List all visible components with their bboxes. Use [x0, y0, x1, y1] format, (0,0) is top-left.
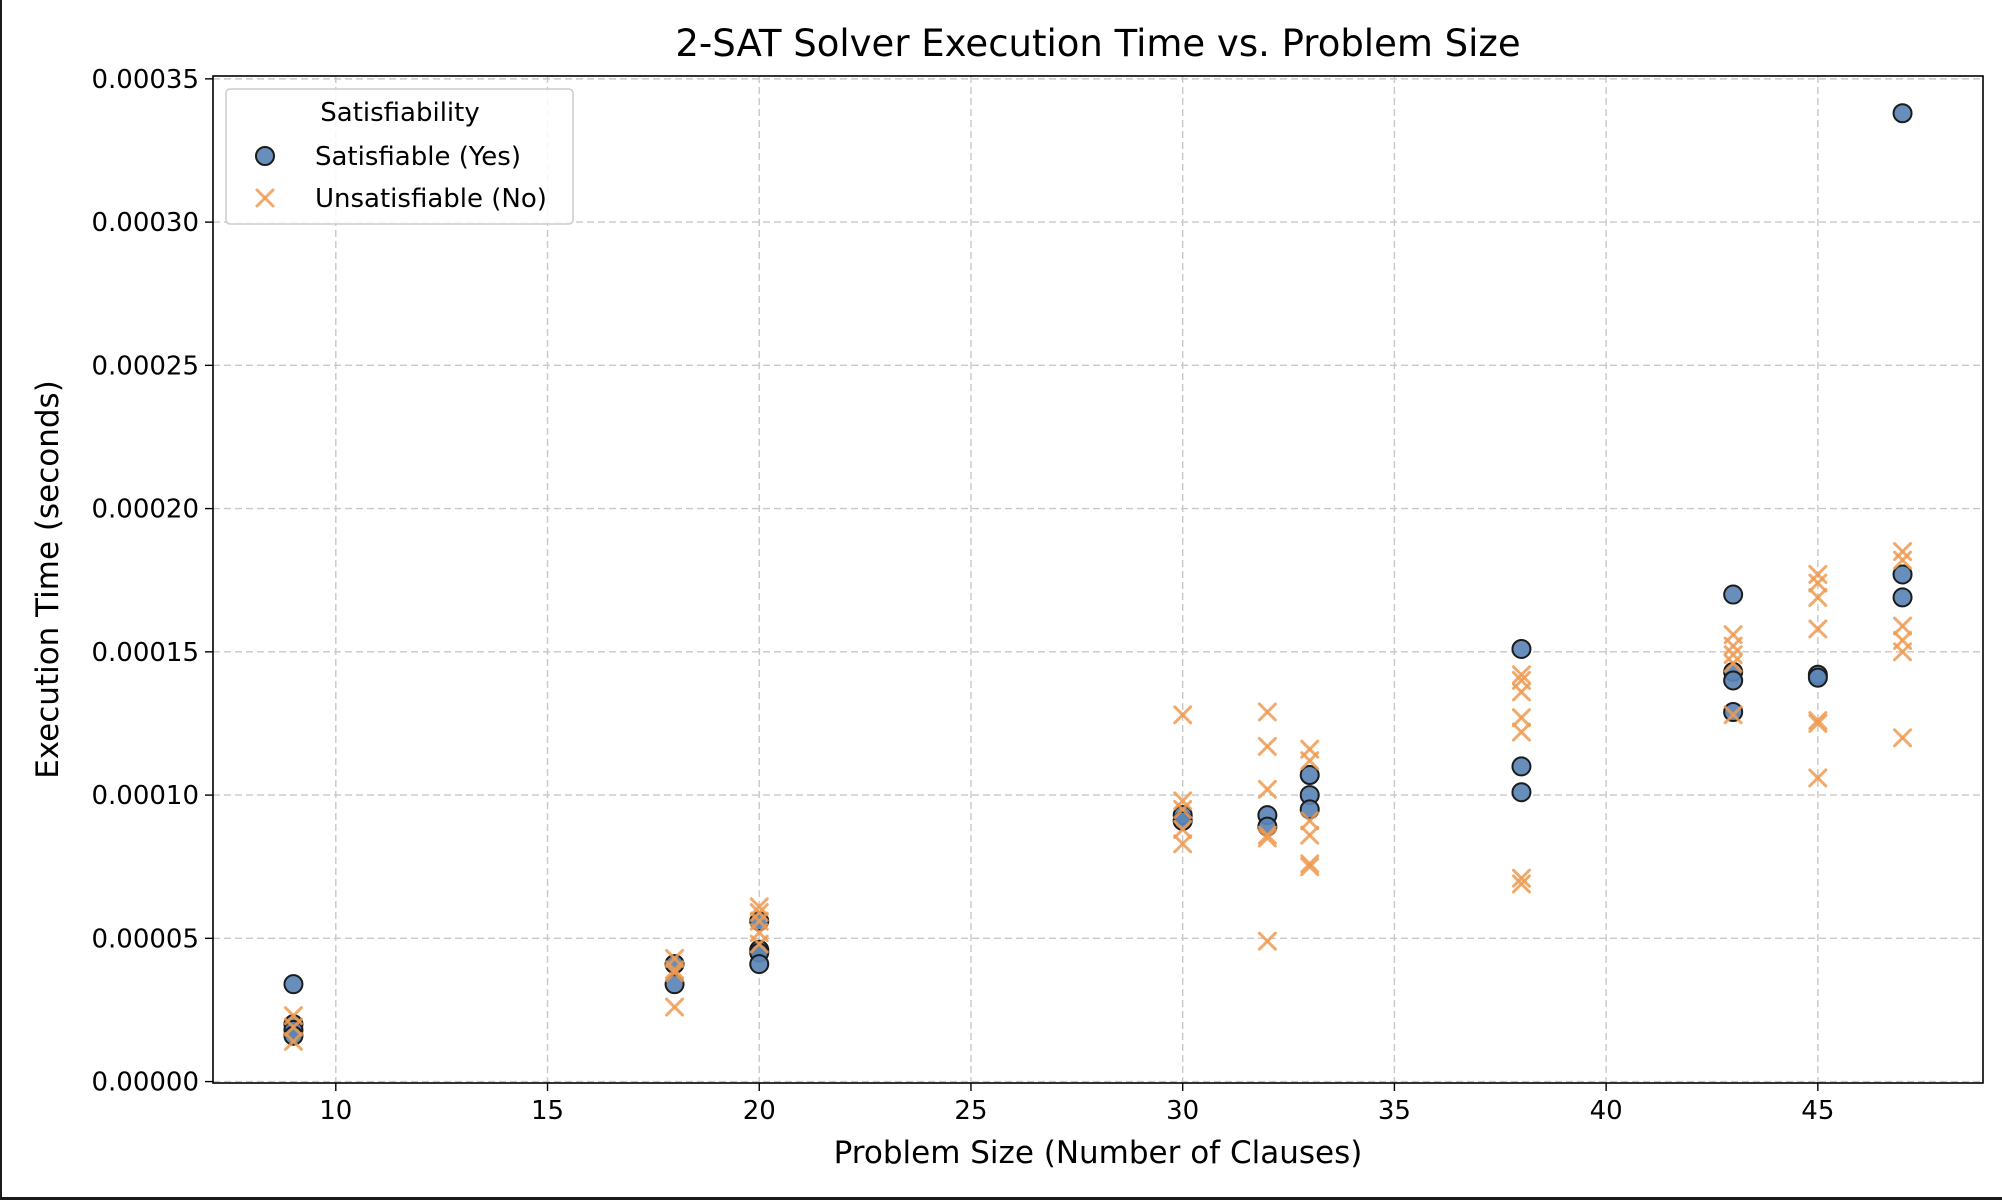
satisfiable-point	[1807, 667, 1828, 688]
unsatisfiable-point	[1173, 799, 1193, 819]
unsatisfiable-point	[1257, 779, 1277, 799]
y-tick-label: 0.00030	[91, 208, 199, 238]
unsatisfiable-point	[1300, 825, 1320, 845]
unsatisfiable-point	[1173, 705, 1193, 725]
satisfiable-point	[1511, 756, 1532, 777]
satisfiable-point	[1892, 587, 1913, 608]
satisfiable-point	[664, 974, 685, 995]
unsatisfiable-point	[1893, 642, 1913, 662]
unsatisfiable-point	[1511, 874, 1531, 894]
unsatisfiable-point	[283, 1031, 303, 1051]
satisfiable-point	[1723, 670, 1744, 691]
unsatisfiable-point	[1723, 653, 1743, 673]
unsatisfiable-point	[1808, 573, 1828, 593]
unsatisfiable-point	[749, 897, 769, 917]
unsatisfiable-point	[1511, 665, 1531, 685]
chart-title: 2-SAT Solver Execution Time vs. Problem …	[675, 22, 1520, 65]
satisfiable-point	[1723, 702, 1744, 722]
unsatisfiable-point	[1808, 768, 1828, 788]
legend-marker-satisfiable	[255, 146, 275, 166]
satisfiable-point	[1892, 103, 1913, 124]
x-tick-label: 40	[1590, 1096, 1623, 1126]
unsatisfiable-point	[1511, 682, 1531, 702]
unsatisfiable-point	[283, 1017, 303, 1037]
unsatisfiable-point	[1893, 550, 1913, 570]
unsatisfiable-point	[1511, 708, 1531, 728]
satisfiable-point	[1511, 638, 1532, 659]
y-tick-label: 0.00025	[91, 351, 199, 381]
x-tick-label: 15	[531, 1096, 564, 1126]
y-tick-label: 0.00010	[91, 781, 199, 811]
unsatisfiable-point	[749, 934, 769, 954]
satisfiable-point	[749, 954, 770, 975]
unsatisfiable-point	[665, 997, 685, 1017]
unsatisfiable-point	[1173, 834, 1193, 854]
y-tick-label: 0.00000	[91, 1068, 199, 1098]
y-tick-label: 0.00035	[91, 65, 199, 95]
unsatisfiable-point	[1257, 931, 1277, 951]
data-points	[283, 103, 1913, 1051]
legend-label: Unsatisfiable (No)	[315, 184, 547, 214]
unsatisfiable-point	[1257, 736, 1277, 756]
unsatisfiable-point	[1511, 722, 1531, 742]
legend-box	[225, 88, 574, 225]
legend-label: Satisfiable (Yes)	[315, 142, 521, 172]
satisfiable-point	[1723, 584, 1744, 605]
unsatisfiable-point	[1808, 711, 1828, 731]
x-tick-label: 25	[954, 1096, 987, 1126]
y-tick-label: 0.00015	[91, 638, 199, 668]
y-axis-label: Execution Time (seconds)	[30, 380, 66, 779]
legend-title: Satisfiability	[320, 98, 479, 128]
plot-area-frame	[212, 75, 1984, 1084]
unsatisfiable-point	[1173, 819, 1193, 839]
legend-entry: Satisfiable (Yes)	[255, 142, 521, 172]
satisfiable-point	[1511, 782, 1532, 803]
grid-lines	[213, 76, 1983, 1083]
unsatisfiable-point	[1723, 645, 1743, 665]
window-bottom-edge	[0, 1197, 2002, 1200]
axis-ticks: 10 15 20 25 30 35 40 45 0.00000 0.00005 0.00010 0.0…	[91, 65, 1834, 1126]
unsatisfiable-point	[1808, 587, 1828, 607]
unsatisfiable-point	[1300, 751, 1320, 771]
unsatisfiable-point	[1893, 728, 1913, 748]
x-axis-label: Problem Size (Number of Clauses)	[834, 1135, 1363, 1171]
x-tick-label: 45	[1801, 1096, 1834, 1126]
x-tick-label: 35	[1378, 1096, 1411, 1126]
unsatisfiable-point	[1808, 619, 1828, 639]
x-tick-label: 10	[319, 1096, 352, 1126]
legend-marker-unsatisfiable	[255, 188, 275, 208]
y-tick-label: 0.00005	[91, 924, 199, 954]
unsatisfiable-point	[665, 960, 685, 980]
unsatisfiable-point	[1893, 542, 1913, 562]
unsatisfiable-point	[1893, 616, 1913, 636]
unsatisfiable-point	[1300, 854, 1320, 874]
satisfiable-point	[1892, 564, 1913, 585]
legend-entries: Satisfiable (Yes) Unsatisfiable (No)	[255, 142, 547, 214]
unsatisfiable-point	[1257, 828, 1277, 848]
x-tick-label: 30	[1166, 1096, 1199, 1126]
unsatisfiable-point	[665, 963, 685, 983]
satisfiable-point	[1299, 765, 1320, 786]
unsatisfiable-point	[1808, 713, 1828, 733]
unsatisfiable-point	[1300, 811, 1320, 831]
unsatisfiable-point	[1257, 825, 1277, 845]
unsatisfiable-point	[1808, 564, 1828, 584]
unsatisfiable-point	[1511, 868, 1531, 888]
x-tick-label: 20	[743, 1096, 776, 1126]
legend-entry: Unsatisfiable (No)	[255, 184, 547, 214]
y-tick-label: 0.00020	[91, 495, 199, 525]
satisfiable-point	[283, 974, 304, 995]
unsatisfiable-point	[1723, 705, 1743, 725]
satisfiable-point	[1299, 799, 1320, 820]
window-left-edge	[0, 0, 2, 1200]
unsatisfiable-point	[1257, 702, 1277, 722]
legend: Satisfiability Satisfiable (Yes) Unsatisf…	[225, 88, 574, 225]
unsatisfiable-point	[1300, 857, 1320, 877]
